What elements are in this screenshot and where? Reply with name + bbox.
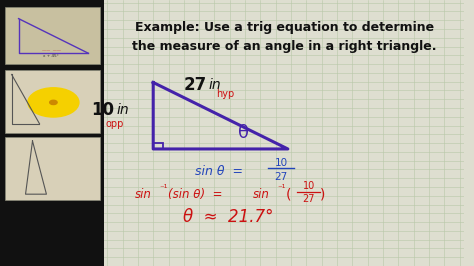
- Text: hyp: hyp: [216, 89, 234, 99]
- Bar: [5, 70, 100, 133]
- Text: x + 45°: x + 45°: [43, 54, 59, 58]
- Text: 27: 27: [302, 194, 315, 204]
- Bar: [0, 0, 104, 266]
- Text: 27: 27: [274, 172, 288, 182]
- Text: the measure of an angle in a right triangle.: the measure of an angle in a right trian…: [132, 40, 437, 53]
- Text: sin: sin: [253, 188, 270, 201]
- Text: θ  ≈  21.7°: θ ≈ 21.7°: [183, 208, 274, 226]
- Text: sin: sin: [135, 188, 152, 201]
- Circle shape: [28, 88, 79, 117]
- Bar: [153, 143, 164, 149]
- Text: 10: 10: [302, 181, 315, 191]
- Text: 10: 10: [274, 158, 287, 168]
- Bar: [5, 137, 100, 200]
- Bar: [5, 7, 100, 64]
- Text: ⁻¹: ⁻¹: [278, 184, 286, 193]
- Text: ): ): [320, 187, 326, 201]
- Text: in: in: [116, 103, 129, 117]
- Text: Example: Use a trig equation to determine: Example: Use a trig equation to determin…: [135, 22, 434, 34]
- Text: (: (: [286, 187, 292, 201]
- Text: ——  ——: —— ——: [42, 48, 61, 52]
- Text: opp: opp: [106, 119, 124, 129]
- Text: ⁻¹: ⁻¹: [159, 184, 168, 193]
- Text: 10: 10: [91, 101, 114, 119]
- Text: sin θ  =: sin θ =: [195, 165, 243, 178]
- Text: in: in: [209, 78, 221, 92]
- Text: (sin θ)  =: (sin θ) =: [168, 188, 223, 201]
- Circle shape: [50, 100, 57, 105]
- Text: θ: θ: [238, 124, 249, 142]
- Text: 27: 27: [183, 76, 207, 94]
